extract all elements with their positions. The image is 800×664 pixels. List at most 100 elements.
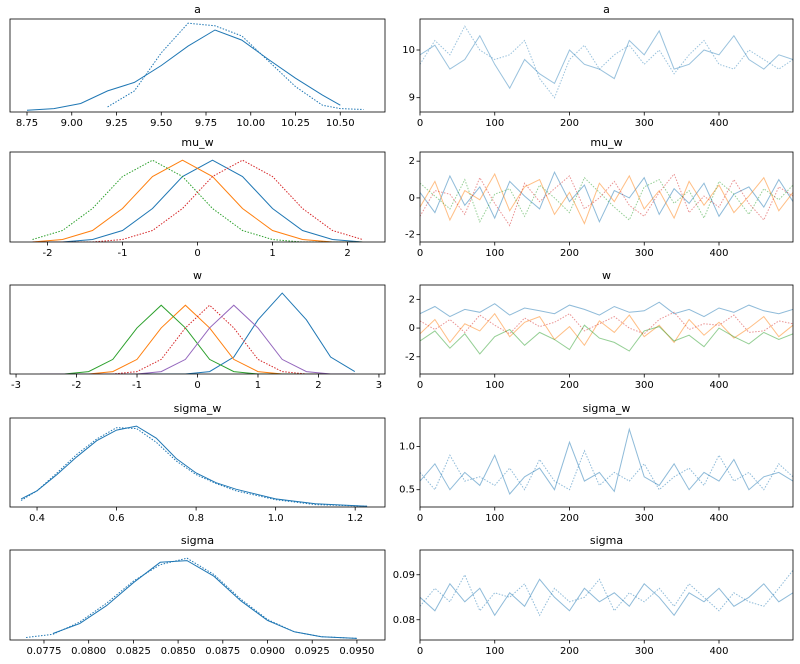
series-line [32, 159, 363, 242]
panel-title: mu_w [590, 136, 622, 149]
x-tick-label: 300 [635, 513, 654, 524]
x-tick-label: 0.0850 [161, 646, 196, 657]
x-tick-label: -1 [132, 380, 142, 391]
panel: mu_w0 100 200 300 400-202 [405, 136, 794, 259]
series-line [420, 569, 793, 617]
axes-frame [9, 18, 386, 113]
series-line [40, 304, 355, 374]
series-line [420, 176, 793, 224]
x-tick-label: 3 [376, 380, 382, 391]
panel-title: sigma_w [174, 402, 222, 415]
x-tick-label: -2 [72, 380, 82, 391]
plot-area [26, 22, 364, 111]
axes-frame [9, 151, 386, 243]
series-line [26, 557, 357, 639]
x-tick-label: 0.4 [29, 513, 45, 524]
panel: sigma_w 0 100 200 300 400 0.5 1.0 [399, 402, 794, 524]
x-tick-label: 0 [417, 248, 423, 259]
x-tick-label: 400 [709, 646, 728, 657]
panel: sigma 0.0775 0.0800 0.0825 0.0850 0.0875 0.090… [9, 534, 386, 657]
x-tick-label: 0.0825 [116, 646, 151, 657]
panel: sigma_w 0.4 0.6 0.8 1.0 1.2 [9, 402, 386, 524]
plot-area [420, 427, 793, 495]
x-tick-label: 0 [417, 646, 423, 657]
x-tick-label: 2 [315, 380, 321, 391]
x-tick-label: 200 [560, 380, 579, 391]
x-tick-label: -2 [43, 248, 53, 259]
series-line [20, 427, 368, 507]
x-tick-label: 100 [485, 646, 504, 657]
axes-frame [9, 284, 386, 375]
x-tick-label: 200 [560, 646, 579, 657]
x-tick-label: 0.0875 [205, 646, 240, 657]
axes-frame [419, 151, 794, 243]
series-line [420, 172, 793, 225]
panel-title: w [602, 269, 611, 282]
x-tick-label: 300 [635, 646, 654, 657]
series-line [420, 311, 793, 335]
series-line [420, 173, 793, 227]
x-tick-label: 400 [709, 248, 728, 259]
panel-title: a [194, 3, 201, 16]
x-tick-label: 9.25 [105, 118, 127, 129]
series-line [32, 159, 363, 242]
plot-area [32, 159, 363, 242]
x-tick-label: 9.00 [61, 118, 83, 129]
panel-title: mu_w [181, 136, 213, 149]
x-tick-label: 200 [560, 248, 579, 259]
series-line [20, 425, 368, 507]
plot-area [26, 557, 357, 639]
series-line [32, 159, 363, 242]
series-line [420, 25, 793, 99]
x-tick-label: 0 [194, 380, 200, 391]
series-line [420, 301, 793, 318]
y-tick-label: 0.08 [393, 615, 415, 626]
series-line [420, 170, 793, 224]
axes-frame [9, 417, 386, 508]
x-tick-label: 1 [255, 380, 261, 391]
panel: a 8.75 9.00 9.25 9.50 9.75 10.00 10.25 10.50 [9, 3, 386, 129]
plot-area [420, 170, 793, 227]
panel-title: a [603, 3, 610, 16]
x-tick-label: -3 [11, 380, 21, 391]
panel: w -3 -2 -1 0 1 2 3 [9, 269, 386, 391]
panel-title: sigma_w [583, 402, 631, 415]
series-line [40, 304, 355, 374]
axes-frame [419, 417, 794, 508]
x-tick-label: 400 [709, 513, 728, 524]
x-tick-label: 200 [560, 118, 579, 129]
y-tick-label: 10 [402, 45, 415, 56]
x-tick-label: 0.0775 [26, 646, 61, 657]
x-tick-label: 400 [709, 118, 728, 129]
series-line [40, 304, 355, 374]
series-line [420, 324, 793, 355]
plot-area [40, 292, 356, 374]
y-tick-label: 1.0 [399, 442, 415, 453]
x-tick-label: 10.50 [326, 118, 355, 129]
x-tick-label: 8.75 [16, 118, 38, 129]
panel-title: sigma [181, 534, 214, 547]
y-tick-label: -2 [405, 230, 415, 241]
x-tick-label: 0.0800 [71, 646, 106, 657]
x-tick-label: -1 [118, 248, 128, 259]
x-tick-label: 300 [635, 248, 654, 259]
x-tick-label: 1 [269, 248, 275, 259]
plot-area [420, 25, 793, 99]
x-tick-label: 1.2 [347, 513, 363, 524]
panel: w 0 100 200 300 400 -2 0 2 [405, 269, 794, 391]
x-tick-label: 100 [485, 380, 504, 391]
series-line [32, 159, 363, 242]
panel: sigma 0 100 200 300 400 0.08 0.09 [393, 534, 794, 657]
x-tick-label: 100 [485, 513, 504, 524]
series-line [420, 449, 793, 491]
x-tick-label: 0.0925 [295, 646, 330, 657]
x-tick-label: 100 [485, 118, 504, 129]
x-tick-label: 400 [709, 380, 728, 391]
x-tick-label: 0 [194, 248, 200, 259]
y-tick-label: 0.5 [399, 485, 415, 496]
y-tick-label: -2 [405, 352, 415, 363]
x-tick-label: 0.0950 [339, 646, 374, 657]
series-line [107, 22, 364, 110]
panel-title: sigma [590, 534, 623, 547]
